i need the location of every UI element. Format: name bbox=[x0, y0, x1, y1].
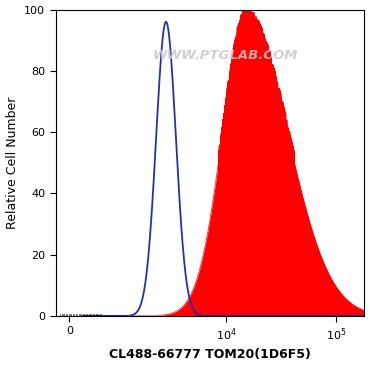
X-axis label: CL488-66777 TOM20(1D6F5): CL488-66777 TOM20(1D6F5) bbox=[109, 348, 311, 361]
Text: WWW.PTGLAB.COM: WWW.PTGLAB.COM bbox=[153, 49, 298, 62]
Y-axis label: Relative Cell Number: Relative Cell Number bbox=[6, 97, 18, 229]
